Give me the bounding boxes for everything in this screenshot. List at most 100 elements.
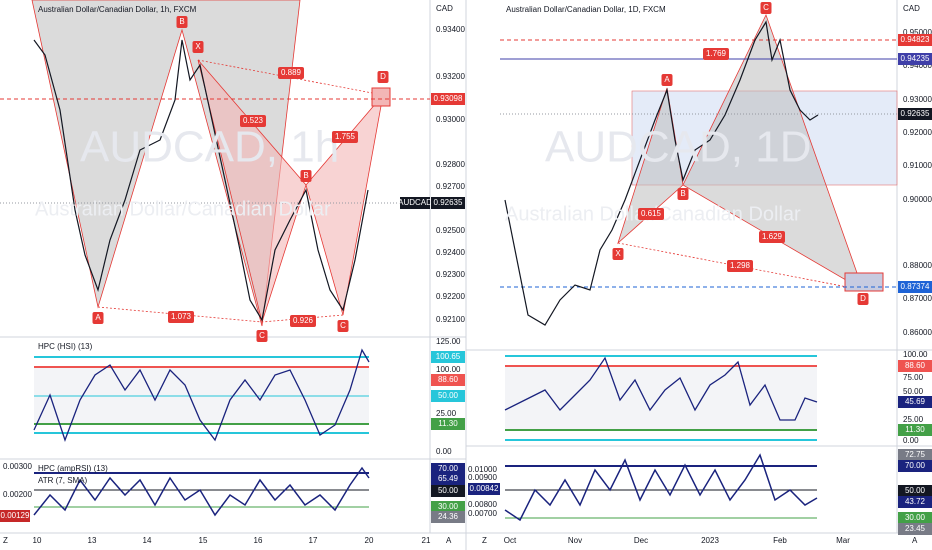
ind2-left-tag: 0.00129 — [1, 511, 30, 520]
price-label: 0.92700 — [436, 182, 465, 191]
price-label: 0.93200 — [436, 72, 465, 81]
ind1-label: 0.00 — [903, 436, 919, 445]
ind1-label: 25.00 — [436, 409, 457, 418]
ind2-tag: 70.00 — [905, 461, 926, 470]
x-label: 16 — [254, 536, 263, 545]
ind2-left-label: 0.00700 — [468, 509, 497, 518]
price-label: 0.92400 — [436, 248, 465, 257]
ratio-label: 0.615 — [641, 209, 662, 218]
point-label: C — [763, 3, 769, 12]
ind2-tag: 24.36 — [438, 512, 459, 521]
ratio-label: 1.073 — [171, 312, 192, 321]
d-level-tag: 0.87374 — [901, 282, 930, 291]
point-label: A — [664, 75, 670, 84]
ind1-label: 0.00 — [436, 447, 452, 456]
point-label: X — [615, 249, 621, 258]
watermark-sub: Australian Dollar/Canadian Dollar — [35, 198, 331, 220]
d-level-tag-bg — [898, 281, 932, 293]
title: Australian Dollar/Canadian Dollar, 1h, F… — [38, 5, 197, 14]
point-label: A — [95, 313, 101, 322]
ind2-tag: 50.00 — [438, 486, 459, 495]
point-label-bg — [857, 293, 869, 305]
point-label: B — [303, 171, 308, 180]
ind1-name: HPC (HSI) (13) — [38, 342, 93, 351]
corner: Z — [3, 536, 8, 545]
point-label: C — [259, 331, 265, 340]
point-label-bg — [677, 188, 689, 200]
point-label: B — [179, 17, 184, 26]
level2-tag: 0.94235 — [901, 54, 930, 63]
price-label: 0.92000 — [903, 128, 932, 137]
x-label: 21 — [422, 536, 431, 545]
point-label-bg — [256, 330, 268, 342]
ratio-label: 0.889 — [281, 68, 302, 77]
price-label: 0.87000 — [903, 294, 932, 303]
last-tag: 0.92635 — [901, 109, 930, 118]
ind1-label: 125.00 — [436, 337, 461, 346]
price-label: 0.92100 — [436, 315, 465, 324]
ind2-tag: 65.49 — [438, 474, 459, 483]
ind1-tag: 88.60 — [905, 361, 926, 370]
ind2-tag-bg — [431, 485, 465, 497]
x-label: Mar — [836, 536, 850, 545]
x-label: 13 — [88, 536, 97, 545]
x-label: Nov — [568, 536, 582, 545]
ind1-tag: 100.65 — [436, 352, 461, 361]
ratio-label-bg — [638, 208, 664, 220]
ratio-label: 1.769 — [706, 49, 727, 58]
point-label-bg — [176, 16, 188, 28]
level2-tag-bg — [898, 53, 932, 65]
ind2-left-label: 0.00900 — [468, 473, 497, 482]
currency: CAD — [903, 4, 920, 13]
point-label-bg — [92, 312, 104, 324]
ratio-label-bg — [759, 231, 785, 243]
ratio-label-bg — [290, 315, 316, 327]
price-label: 0.92800 — [436, 160, 465, 169]
ind2-tag: 43.72 — [905, 497, 926, 506]
ratio-label: 1.755 — [335, 132, 356, 141]
ind1-tag: 88.60 — [438, 375, 459, 384]
price-label: 0.91000 — [903, 161, 932, 170]
corner: A — [446, 536, 452, 545]
left-patterns — [0, 0, 430, 327]
level-tag: 0.93098 — [434, 94, 463, 103]
x-label: 20 — [365, 536, 374, 545]
ind1-tag-bg — [431, 418, 465, 430]
point-label-bg — [760, 2, 772, 14]
symbol-tag: AUDCAD — [398, 198, 432, 207]
level-tag-bg — [431, 93, 465, 105]
ind1-tag-bg — [898, 360, 932, 372]
point-label-bg — [337, 320, 349, 332]
ratio-label-bg — [240, 115, 266, 127]
c-level-tag: 0.94823 — [901, 35, 930, 44]
c-level-tag-bg — [898, 34, 932, 46]
ind2-tag-bg — [431, 473, 465, 485]
ind1-tag-bg — [431, 390, 465, 402]
point-label: D — [380, 72, 386, 81]
indicator-levels — [33, 348, 818, 522]
corner: A — [912, 536, 918, 545]
currency: CAD — [436, 4, 453, 13]
ind2-tag: 50.00 — [905, 486, 926, 495]
ind1-label: 25.00 — [903, 415, 924, 424]
ind1-label: 100.00 — [436, 365, 461, 374]
ind2-left-label: 0.00800 — [468, 500, 497, 509]
ind1-label: 50.00 — [903, 387, 924, 396]
ind2-left-label: 0.00200 — [3, 490, 32, 499]
ind1-tag: 11.30 — [905, 425, 925, 434]
point-label-bg — [661, 74, 673, 86]
ind1-label: 75.00 — [903, 373, 924, 382]
price-label: 0.93400 — [436, 25, 465, 34]
x-label: 15 — [199, 536, 208, 545]
x-label: Feb — [773, 536, 787, 545]
ind2-tag-bg — [898, 523, 932, 535]
ind2-tag: 30.00 — [438, 502, 459, 511]
ind2-left-tag-bg — [468, 483, 500, 495]
x-label: 14 — [143, 536, 152, 545]
x-label: 17 — [309, 536, 318, 545]
ind2-tag-bg — [898, 485, 932, 497]
ind2-tag: 70.00 — [438, 464, 459, 473]
x-label: 10 — [33, 536, 42, 545]
ratio-label-bg — [727, 260, 753, 272]
point-label: X — [195, 42, 201, 51]
